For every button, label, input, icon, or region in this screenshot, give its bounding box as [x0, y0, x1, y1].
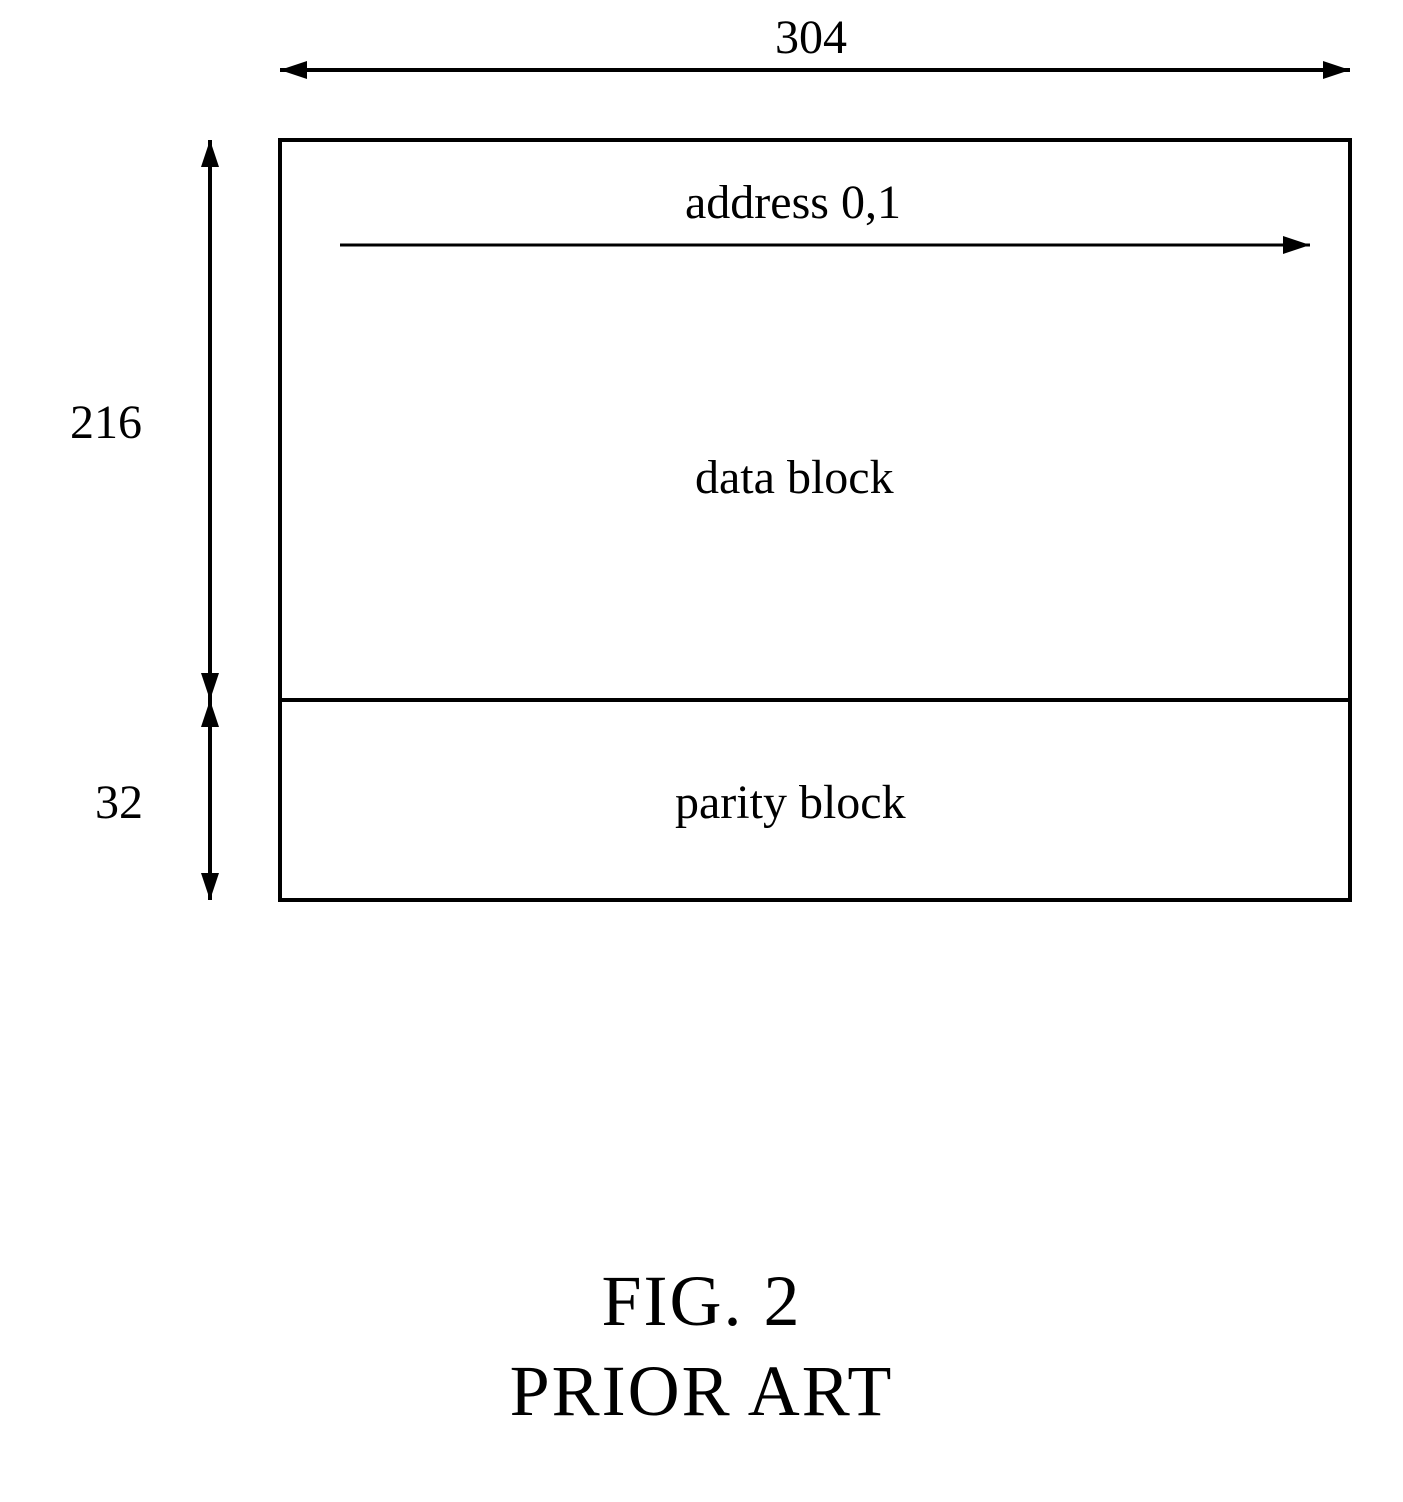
figure-number: FIG. 2 — [0, 1260, 1403, 1343]
figure-subtitle: PRIOR ART — [0, 1350, 1403, 1433]
data-height-arrow-bottom — [201, 673, 219, 700]
data-height-arrow-top — [201, 140, 219, 167]
parity-height-dimension-label: 32 — [95, 775, 143, 830]
width-dimension-label: 304 — [775, 10, 847, 65]
address-arrow-head — [1283, 236, 1310, 254]
width-dimension-arrow-left — [280, 61, 307, 79]
address-label: address 0,1 — [685, 175, 901, 230]
parity-height-arrow-bottom — [201, 873, 219, 900]
data-block-label: data block — [695, 450, 894, 505]
width-dimension-arrow-right — [1323, 61, 1350, 79]
parity-block-label: parity block — [675, 775, 906, 830]
parity-height-arrow-top — [201, 700, 219, 727]
diagram-container: 304 216 32 address 0,1 data block parity… — [0, 0, 1403, 1502]
data-height-dimension-label: 216 — [70, 395, 142, 450]
